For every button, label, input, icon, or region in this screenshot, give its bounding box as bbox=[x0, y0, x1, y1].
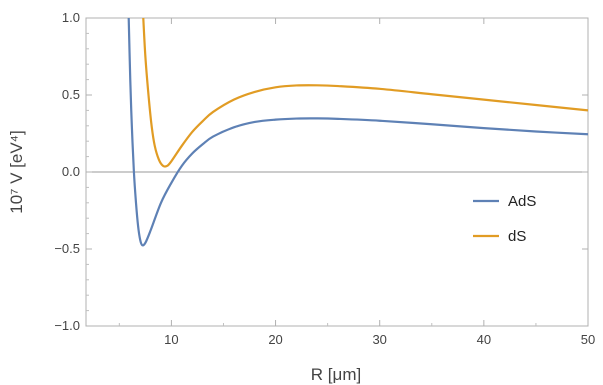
series-line-ads bbox=[127, 18, 588, 247]
y-tick-label: 0.5 bbox=[62, 87, 80, 102]
x-tick-label: 20 bbox=[268, 332, 282, 347]
y-axis-label: 10⁷ V [eV⁴] bbox=[7, 130, 26, 213]
series-layer bbox=[127, 18, 588, 247]
x-tick-label: 40 bbox=[477, 332, 491, 347]
y-tick-label: 1.0 bbox=[62, 10, 80, 25]
y-tick-label: −1.0 bbox=[54, 318, 80, 333]
y-tick-label: −0.5 bbox=[54, 241, 80, 256]
plot-area bbox=[85, 17, 589, 327]
x-tick-label: 30 bbox=[372, 332, 386, 347]
legend-label-ds: dS bbox=[508, 228, 526, 245]
x-tick-label: 10 bbox=[164, 332, 178, 347]
legend: AdS dS bbox=[473, 193, 536, 245]
series-line-ds bbox=[142, 18, 588, 168]
legend-label-ads: AdS bbox=[508, 193, 536, 210]
x-tick-label: 50 bbox=[581, 332, 595, 347]
ticks-layer: 10 20 30 40 50 −1.0 −0.5 0.0 0.5 1.0 bbox=[54, 10, 595, 347]
y-tick-label: 0.0 bbox=[62, 164, 80, 179]
x-axis-label: R [μm] bbox=[311, 365, 361, 384]
